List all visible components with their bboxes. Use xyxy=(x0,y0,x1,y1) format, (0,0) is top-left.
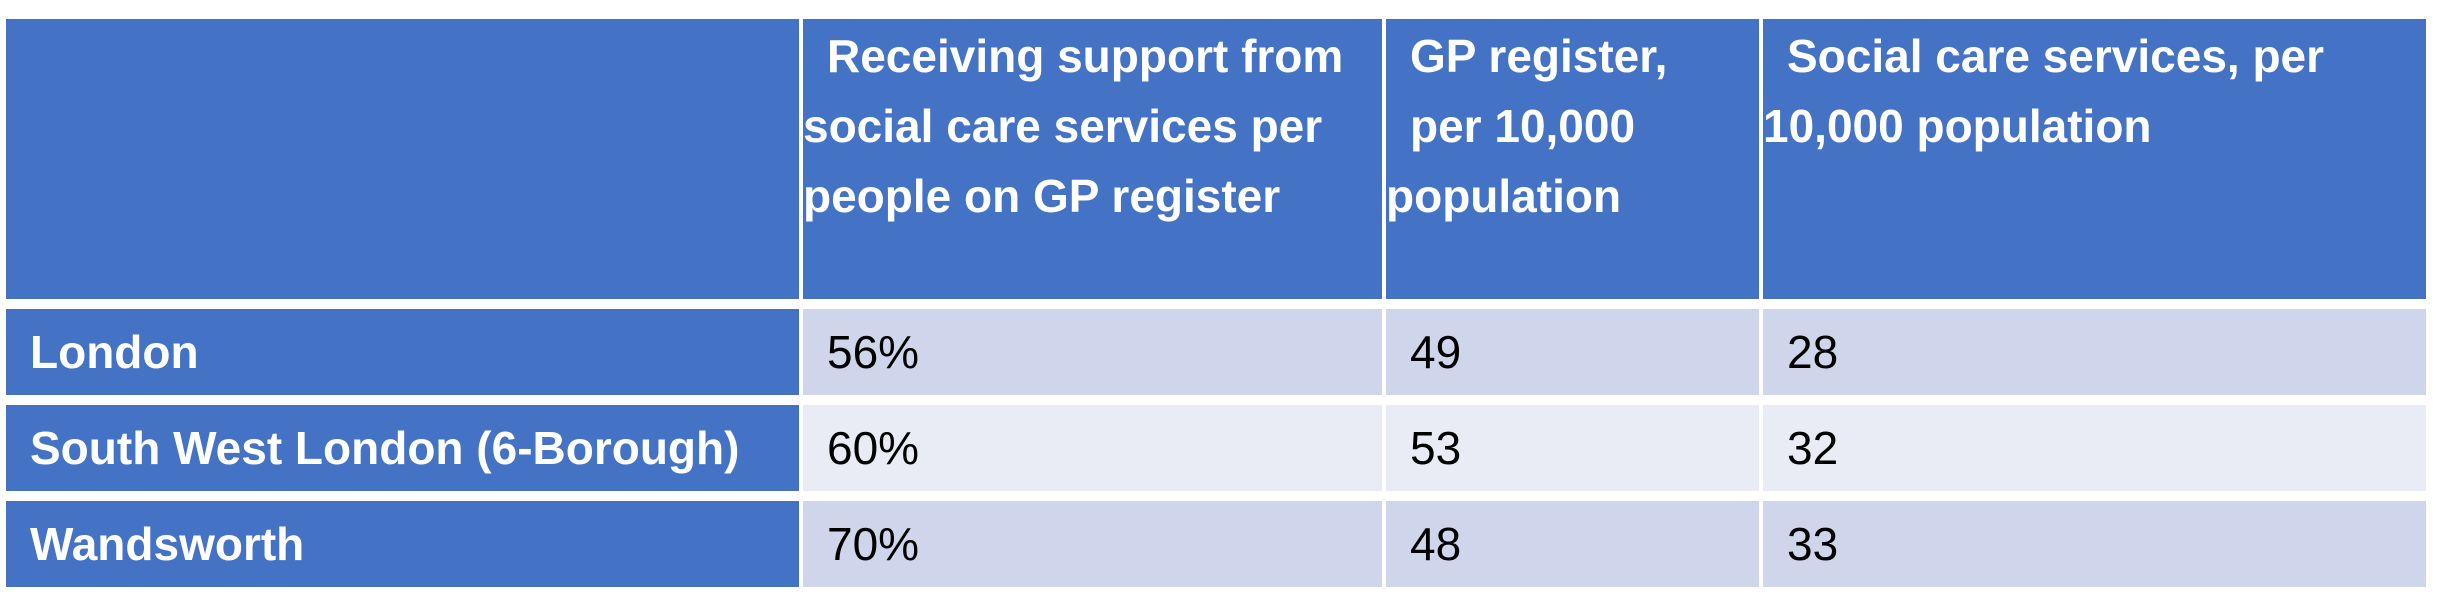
cell-social-care: 33 xyxy=(1759,495,2426,587)
header-line: population xyxy=(1386,170,1622,222)
header-line: per 10,000 xyxy=(1410,100,1636,152)
header-cell-social-care: Social care services, per 10,000 populat… xyxy=(1759,19,2426,299)
header-cell-gp-register: GP register, per 10,000 population xyxy=(1382,19,1759,299)
row-label-south-west-london: South West London (6-Borough) xyxy=(6,399,799,491)
cell-gp-register: 48 xyxy=(1382,495,1759,587)
header-line: 10,000 population xyxy=(1763,100,2152,152)
cell-social-care: 28 xyxy=(1759,303,2426,395)
cell-receiving-support: 60% xyxy=(799,399,1382,491)
header-line: social care services per xyxy=(803,100,1323,152)
header-line: Social care services, per xyxy=(1787,30,2325,82)
cell-social-care: 32 xyxy=(1759,399,2426,491)
header-cell-receiving-support: Receiving support from social care servi… xyxy=(799,19,1382,299)
cell-receiving-support: 56% xyxy=(799,303,1382,395)
row-label-wandsworth: Wandsworth xyxy=(6,495,799,587)
cell-receiving-support: 70% xyxy=(799,495,1382,587)
header-line: Receiving support from xyxy=(827,30,1344,82)
row-label-london: London xyxy=(6,303,799,395)
cell-gp-register: 53 xyxy=(1382,399,1759,491)
header-cell-empty xyxy=(6,19,799,299)
header-line: GP register, xyxy=(1410,30,1668,82)
header-line: people on GP register xyxy=(803,170,1281,222)
data-table: Receiving support from social care servi… xyxy=(6,19,2426,587)
cell-gp-register: 49 xyxy=(1382,303,1759,395)
